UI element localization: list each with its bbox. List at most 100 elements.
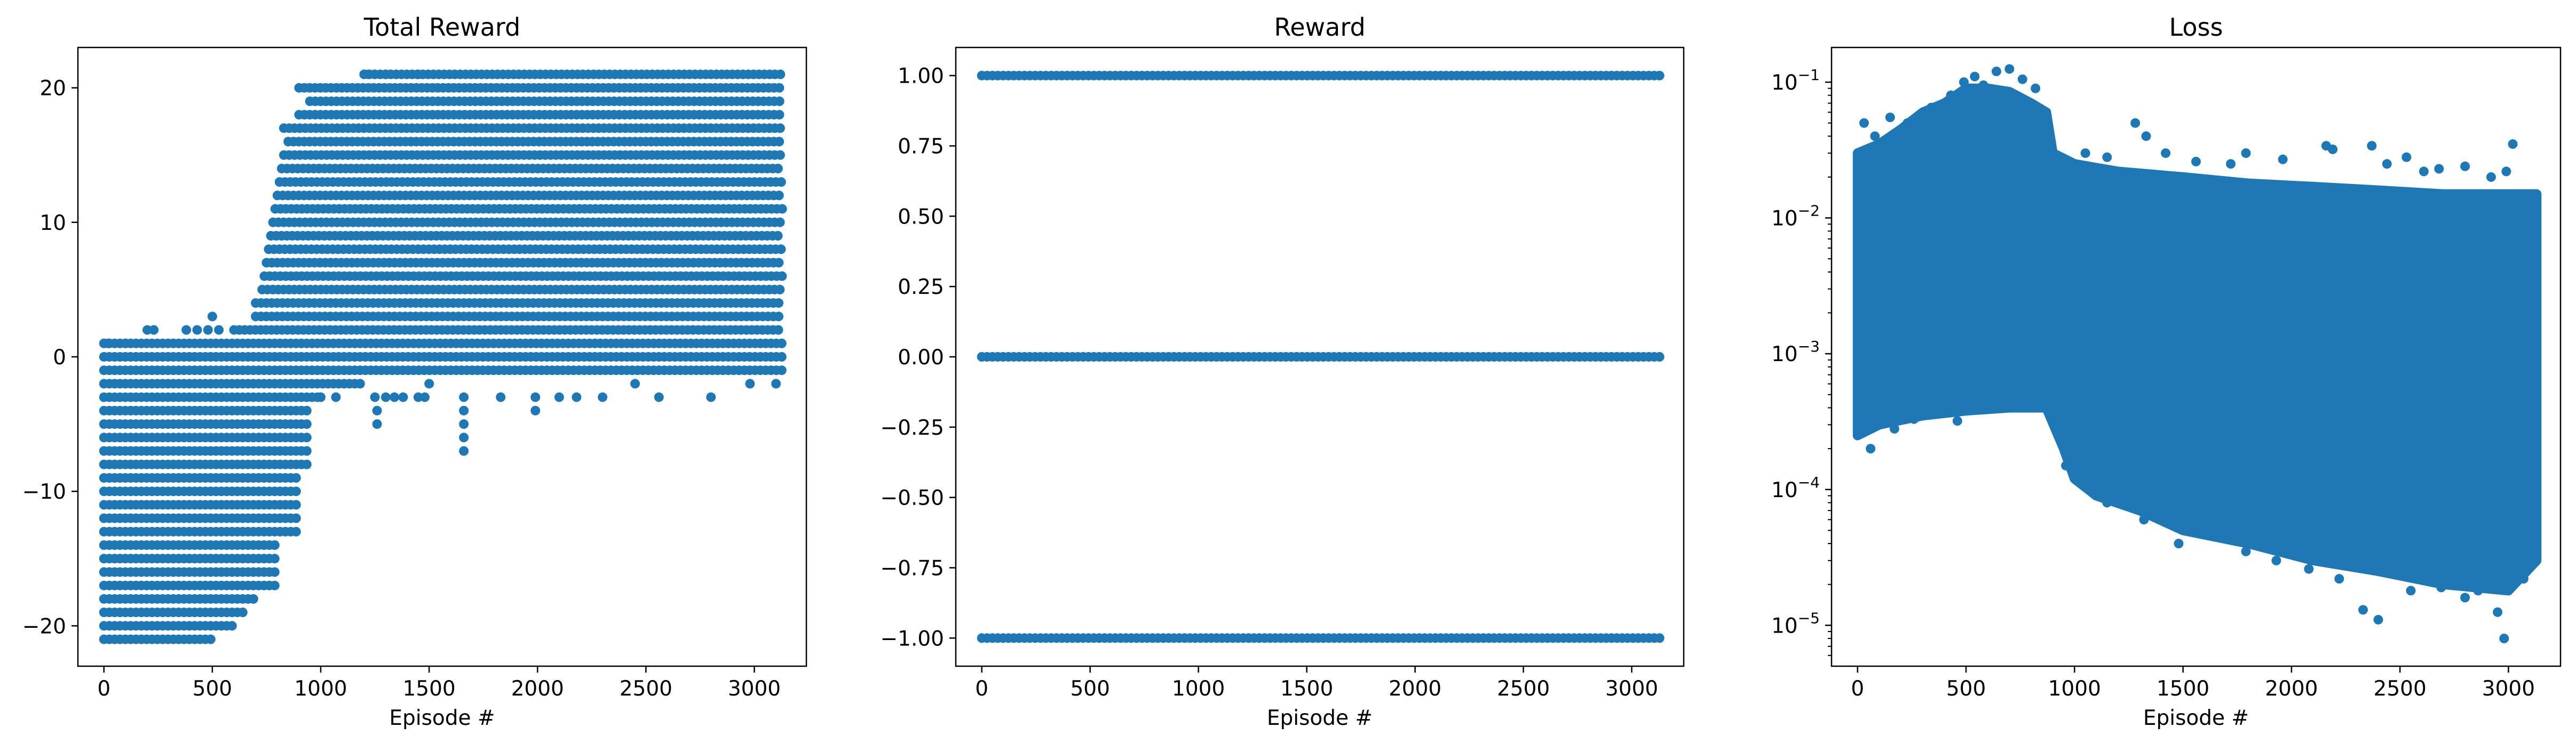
x-tick-label: 2500 bbox=[2374, 677, 2427, 701]
data-point bbox=[459, 405, 469, 416]
data-point bbox=[774, 190, 784, 201]
data-point bbox=[302, 419, 312, 429]
data-point bbox=[2486, 172, 2496, 182]
data-point bbox=[270, 567, 280, 577]
data-point bbox=[2499, 634, 2509, 644]
data-point bbox=[302, 433, 312, 443]
data-point bbox=[291, 486, 301, 497]
data-point bbox=[2061, 460, 2071, 470]
data-point bbox=[1959, 77, 1969, 87]
data-point bbox=[2434, 164, 2444, 174]
chart-title: Reward bbox=[1274, 13, 1365, 42]
data-point bbox=[2241, 148, 2251, 158]
data-point bbox=[630, 379, 640, 389]
data-point bbox=[2304, 564, 2314, 574]
data-point bbox=[2328, 144, 2338, 154]
data-point bbox=[775, 150, 785, 160]
data-point bbox=[2382, 159, 2392, 169]
data-point bbox=[270, 554, 280, 564]
data-point bbox=[2161, 148, 2171, 158]
x-tick-label: 2000 bbox=[511, 677, 564, 701]
data-point bbox=[774, 110, 784, 120]
x-tick-label: 1000 bbox=[1172, 677, 1225, 701]
y-tick-label: 1.00 bbox=[898, 65, 944, 89]
data-point bbox=[291, 526, 301, 537]
y-tick-label: 0.75 bbox=[898, 135, 944, 159]
data-point bbox=[390, 392, 400, 402]
x-axis-label: Episode # bbox=[389, 706, 495, 730]
data-point bbox=[774, 311, 784, 322]
y-tick-label: 10 bbox=[39, 211, 66, 235]
data-point bbox=[2174, 539, 2184, 549]
data-point bbox=[775, 284, 785, 294]
x-tick-label: 1000 bbox=[294, 677, 347, 701]
data-point bbox=[572, 392, 582, 402]
data-point bbox=[1859, 118, 1869, 128]
y-tick-label: 20 bbox=[39, 77, 66, 101]
data-point bbox=[496, 392, 506, 402]
data-points bbox=[1852, 64, 2542, 644]
data-point bbox=[424, 379, 434, 389]
data-point bbox=[1654, 633, 1665, 643]
data-point bbox=[706, 392, 716, 402]
data-point bbox=[302, 459, 312, 469]
data-point bbox=[776, 338, 787, 348]
x-tick-label: 2000 bbox=[2265, 677, 2318, 701]
data-point bbox=[2460, 593, 2470, 603]
data-point bbox=[2226, 159, 2236, 169]
data-point bbox=[2358, 605, 2368, 615]
data-point bbox=[270, 580, 280, 590]
data-point bbox=[777, 204, 787, 214]
y-tick-label: 10−3 bbox=[1771, 338, 1820, 366]
data-point bbox=[776, 244, 786, 254]
data-point bbox=[554, 392, 564, 402]
data-point bbox=[1970, 71, 1980, 82]
data-point bbox=[363, 69, 374, 79]
data-point bbox=[316, 392, 326, 402]
data-point bbox=[2017, 74, 2027, 84]
data-point bbox=[372, 419, 382, 429]
y-tick-label: −1.00 bbox=[880, 627, 944, 651]
data-point bbox=[777, 271, 787, 281]
data-point bbox=[203, 325, 213, 335]
data-point bbox=[775, 217, 785, 227]
data-point bbox=[331, 392, 341, 402]
data-point bbox=[270, 540, 280, 550]
data-point bbox=[459, 446, 469, 456]
x-axis-label: Episode # bbox=[1267, 706, 1373, 730]
data-point bbox=[2508, 139, 2518, 149]
data-point bbox=[1978, 80, 1988, 90]
data-point bbox=[773, 231, 783, 241]
y-tick-label: −20 bbox=[22, 614, 66, 638]
data-point bbox=[774, 298, 784, 308]
y-tick-label: −0.50 bbox=[880, 486, 944, 510]
data-point bbox=[2401, 152, 2412, 162]
y-tick-label: −10 bbox=[22, 480, 66, 504]
data-point bbox=[774, 137, 784, 147]
data-point bbox=[1991, 66, 2001, 76]
data-point bbox=[2031, 83, 2041, 93]
data-point bbox=[192, 325, 202, 335]
data-point bbox=[302, 405, 312, 416]
panel-reward: Reward Episode # 0 500 1000 1500 2000 2500 300… bbox=[880, 13, 1685, 730]
data-point bbox=[459, 419, 469, 429]
y-tick-label: 0.00 bbox=[898, 346, 944, 370]
data-point bbox=[775, 123, 785, 133]
data-point bbox=[355, 379, 365, 389]
data-point bbox=[413, 69, 423, 79]
data-point bbox=[771, 379, 781, 389]
data-point bbox=[598, 392, 608, 402]
data-point bbox=[2493, 607, 2503, 617]
x-tick-label: 2500 bbox=[620, 677, 672, 701]
data-point bbox=[2208, 532, 2218, 542]
data-point bbox=[776, 365, 787, 375]
data-points bbox=[99, 69, 787, 644]
chart-title: Loss bbox=[2169, 13, 2223, 42]
data-point bbox=[2191, 156, 2201, 166]
x-tick-label: 500 bbox=[1070, 677, 1109, 701]
panel-total-reward: Total Reward Episode # 0 500 1000 1500 2000 2… bbox=[22, 13, 807, 730]
data-point bbox=[205, 634, 216, 644]
data-point bbox=[773, 325, 783, 335]
data-point bbox=[773, 164, 783, 173]
